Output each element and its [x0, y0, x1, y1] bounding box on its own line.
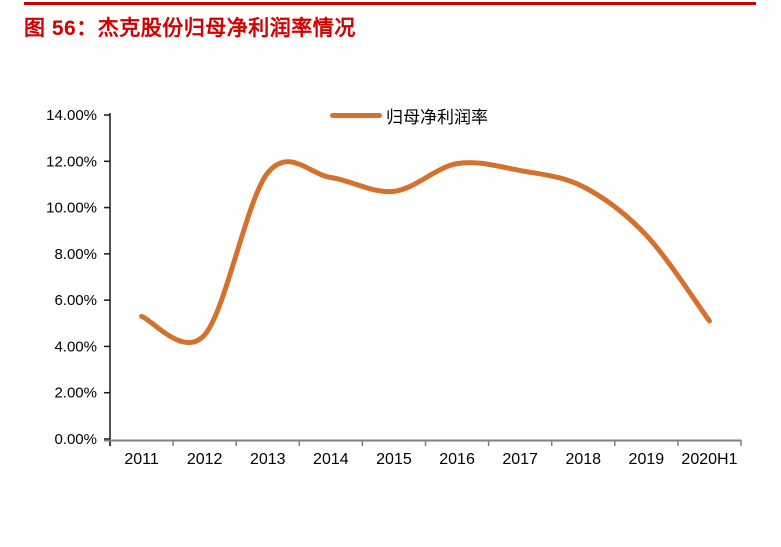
- legend-label: 归母净利润率: [386, 108, 488, 127]
- x-tick-label: 2018: [565, 451, 601, 468]
- y-tick-label: 0.00%: [54, 431, 97, 448]
- x-tick-label: 2019: [629, 451, 665, 468]
- chart-legend: 归母净利润率: [330, 103, 488, 128]
- x-tick-label: 2017: [502, 451, 538, 468]
- y-tick-label: 4.00%: [54, 338, 97, 355]
- y-tick-label: 8.00%: [54, 246, 97, 263]
- y-tick-label: 14.00%: [46, 107, 97, 124]
- figure-title: 图 56：杰克股份归母净利润率情况: [24, 17, 356, 40]
- series-line-net-profit-margin: [139, 159, 712, 345]
- y-tick-label: 2.00%: [54, 385, 97, 402]
- legend-line-swatch: [330, 113, 382, 118]
- title-rule: [24, 2, 756, 5]
- x-tick-label: 2011: [124, 451, 159, 468]
- x-tick-label: 2016: [439, 451, 475, 468]
- x-tick-label: 2015: [376, 451, 412, 468]
- x-tick-label: 2012: [187, 451, 223, 468]
- y-tick-label: 10.00%: [46, 200, 97, 217]
- y-tick-label: 6.00%: [54, 292, 97, 309]
- x-tick-label: 2020H1: [681, 451, 737, 468]
- y-tick-label: 12.00%: [46, 153, 97, 170]
- x-tick-label: 2014: [313, 451, 349, 468]
- x-tick-label: 2013: [250, 451, 286, 468]
